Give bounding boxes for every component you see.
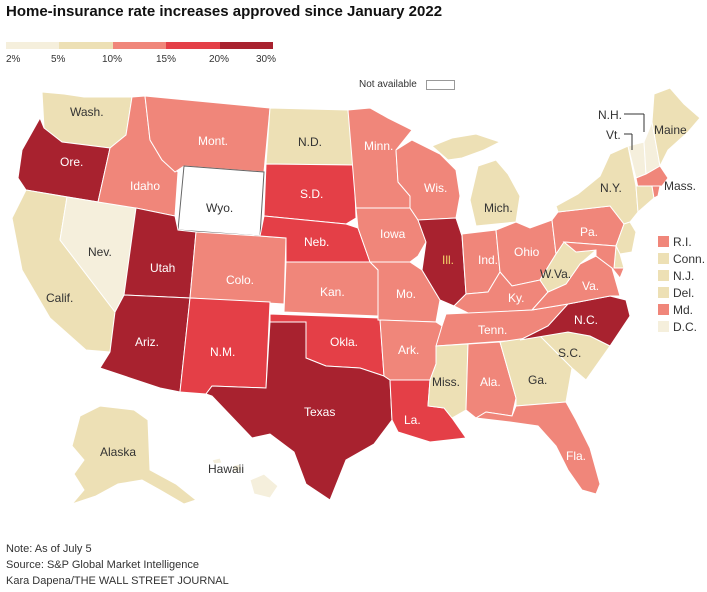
- ne-legend-label: R.I.: [673, 235, 692, 249]
- chart-title: Home-insurance rate increases approved s…: [6, 3, 443, 20]
- ne-legend-swatch: [658, 236, 669, 247]
- ne-legend-label: Del.: [673, 286, 694, 300]
- state-hi: [249, 473, 279, 499]
- state-mi-up: [431, 133, 502, 161]
- state-label-nm: N.M.: [210, 345, 235, 359]
- color-legend: 2% 5% 10% 15% 20% 30%: [6, 42, 277, 65]
- state-label-ma: Mass.: [664, 179, 696, 193]
- state-label-ky: Ky.: [508, 291, 524, 305]
- state-ak: [70, 405, 198, 506]
- legend-tick-label: 10%: [102, 54, 123, 65]
- ne-legend-swatch: [658, 287, 669, 298]
- state-label-fl: Fla.: [566, 449, 586, 463]
- state-label-vt: Vt.: [606, 128, 621, 142]
- state-label-az: Ariz.: [135, 335, 159, 349]
- state-hi-isle: [211, 457, 223, 465]
- ne-legend-label: D.C.: [673, 320, 697, 334]
- state-label-ks: Kan.: [320, 285, 345, 299]
- footer-note: Note: As of July 5: [6, 543, 92, 555]
- ne-legend-swatch: [658, 253, 669, 264]
- legend-tick-label: 2%: [6, 54, 21, 65]
- legend-swatch-2: [59, 42, 113, 49]
- ne-legend-swatch: [658, 304, 669, 315]
- state-label-id: Idaho: [130, 179, 160, 193]
- state-me: [651, 87, 701, 168]
- state-label-tx: Texas: [304, 405, 335, 419]
- state-label-tn: Tenn.: [478, 323, 507, 337]
- ne-legend-label: N.J.: [673, 269, 694, 283]
- state-label-in: Ind.: [478, 253, 498, 267]
- state-mo: [368, 261, 441, 323]
- legend-swatch-3: [113, 42, 166, 49]
- state-mi: [469, 159, 521, 227]
- state-label-ms: Miss.: [432, 375, 460, 389]
- legend-tick-label: 20%: [209, 54, 230, 65]
- state-co: [189, 231, 287, 305]
- state-label-nc: N.C.: [574, 313, 598, 327]
- ne-legend-swatch: [658, 270, 669, 281]
- state-label-ia: Iowa: [380, 227, 406, 241]
- state-label-hi: Hawaii: [208, 462, 244, 476]
- legend-swatch-4: [166, 42, 220, 49]
- state-label-wy: Wyo.: [206, 201, 233, 215]
- state-label-al: Ala.: [480, 375, 501, 389]
- state-sd: [263, 163, 357, 225]
- legend-swatch-5: [220, 42, 273, 49]
- legend-tick-label: 30%: [256, 54, 277, 65]
- chart-footer: Note: As of July 5 Source: S&P Global Ma…: [6, 541, 229, 589]
- state-label-ca: Calif.: [46, 291, 73, 305]
- ne-legend-label: Conn.: [673, 252, 705, 266]
- legend-tick-label: 15%: [156, 54, 177, 65]
- northeast-legend: R.I. Conn. N.J. Del. Md. D.C.: [658, 235, 705, 334]
- not-available-swatch: [426, 80, 455, 90]
- state-label-wi: Wis.: [424, 181, 447, 195]
- state-label-ga: Ga.: [528, 373, 547, 387]
- state-label-nv: Nev.: [88, 245, 112, 259]
- state-tx: [205, 321, 393, 501]
- state-md: [562, 241, 625, 279]
- state-label-ne: Neb.: [304, 235, 329, 249]
- footer-source: Source: S&P Global Market Intelligence: [6, 559, 200, 571]
- state-label-pa: Pa.: [580, 225, 598, 239]
- state-label-nh: N.H.: [598, 108, 622, 122]
- state-label-ny: N.Y.: [600, 181, 622, 195]
- state-label-la: La.: [404, 413, 421, 427]
- state-label-wa: Wash.: [70, 105, 104, 119]
- ne-legend-swatch: [658, 321, 669, 332]
- state-label-oh: Ohio: [514, 245, 540, 259]
- state-label-va: Va.: [582, 279, 599, 293]
- state-label-nd: N.D.: [298, 135, 322, 149]
- state-label-wv: W.Va.: [540, 267, 571, 281]
- state-ct: [635, 185, 655, 214]
- state-label-il: Ill.: [442, 253, 454, 267]
- state-fl: [474, 401, 601, 495]
- state-label-ok: Okla.: [330, 335, 358, 349]
- state-label-mn: Minn.: [364, 139, 393, 153]
- state-label-ak: Alaska: [100, 445, 136, 459]
- state-label-ar: Ark.: [398, 343, 419, 357]
- state-nc: [519, 295, 631, 347]
- legend-swatch-1: [6, 42, 59, 49]
- not-available-label: Not available: [359, 79, 417, 90]
- state-hi-isle: [231, 463, 243, 473]
- ne-legend-label: Md.: [673, 303, 693, 317]
- state-label-me: Maine: [654, 123, 687, 137]
- state-label-sd: S.D.: [300, 187, 323, 201]
- state-label-ut: Utah: [150, 261, 175, 275]
- state-label-mt: Mont.: [198, 134, 228, 148]
- state-label-co: Colo.: [226, 273, 254, 287]
- state-label-sc: S.C.: [558, 346, 581, 360]
- state-label-mo: Mo.: [396, 287, 416, 301]
- footer-credit: Kara Dapena/THE WALL STREET JOURNAL: [6, 575, 229, 587]
- state-ri: [651, 185, 661, 199]
- legend-tick-label: 5%: [51, 54, 66, 65]
- state-label-mi: Mich.: [484, 201, 513, 215]
- state-label-or: Ore.: [60, 155, 83, 169]
